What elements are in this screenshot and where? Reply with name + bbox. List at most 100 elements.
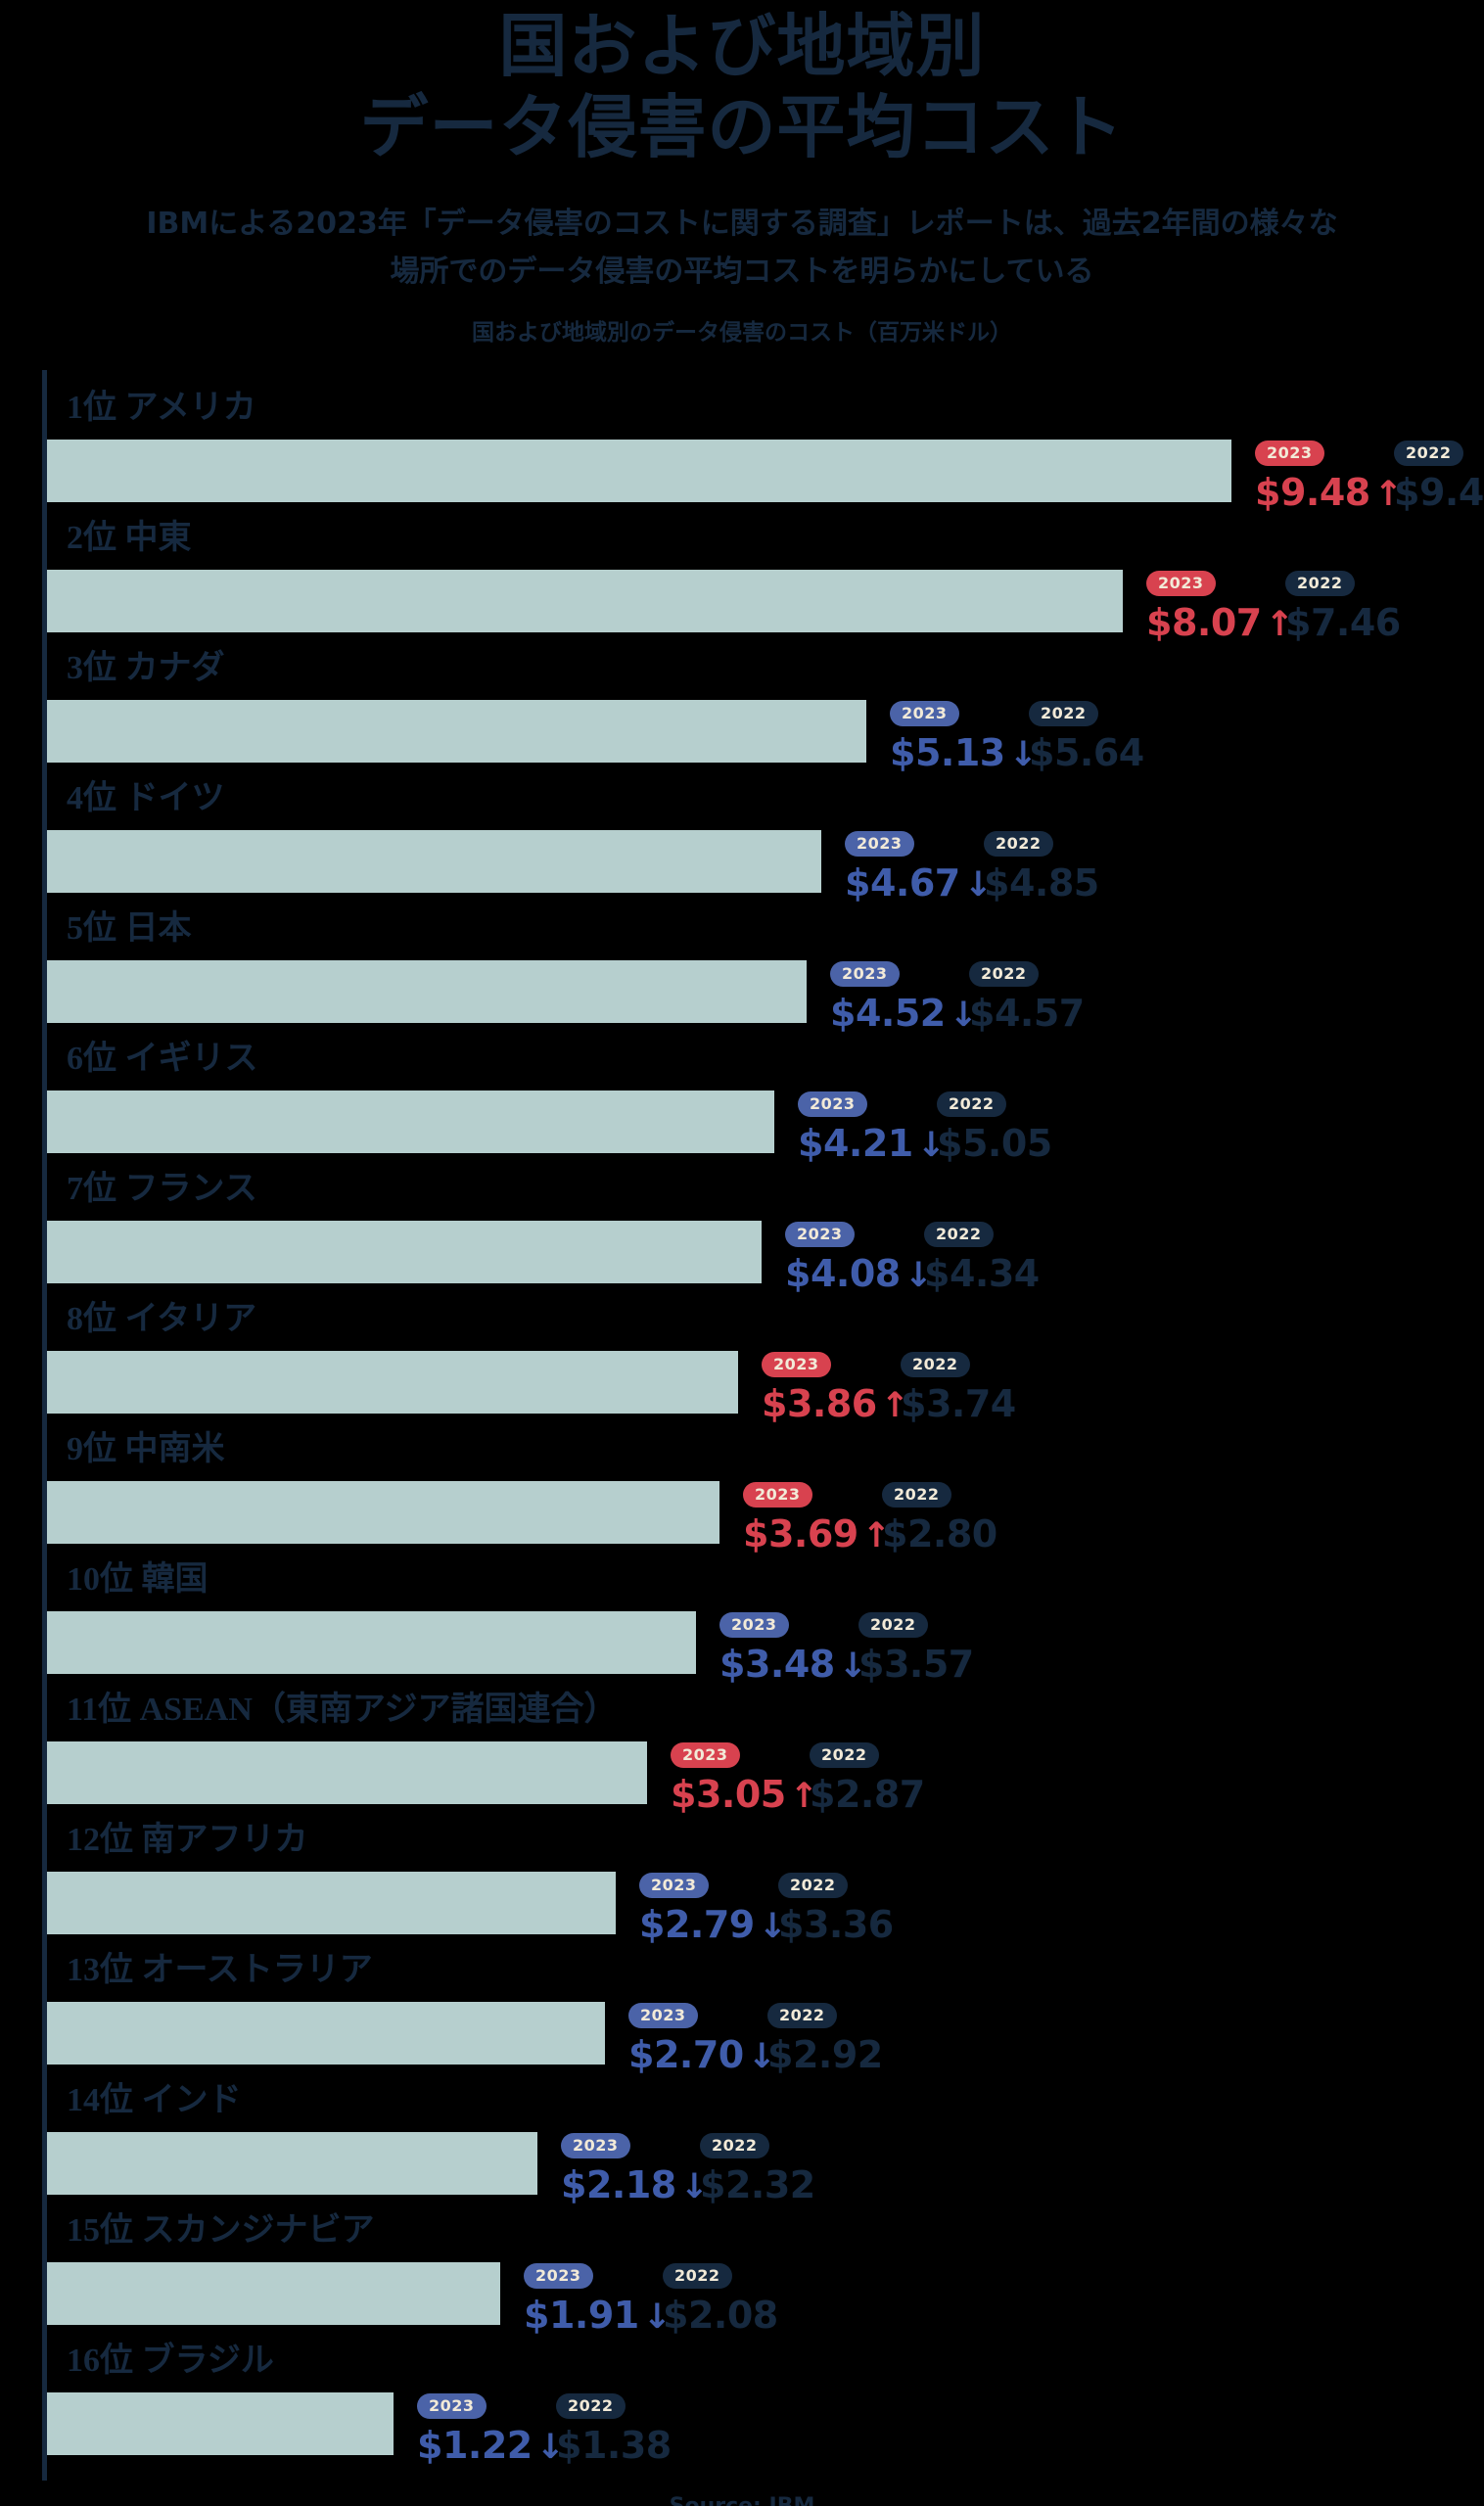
country-rank-label: 3位 カナダ — [67, 650, 225, 687]
bar-line: 2023 $4.67 ↓ 2022 $4.85 — [47, 830, 1484, 902]
trend-arrow-icon: ↓ — [949, 995, 978, 1035]
bar-line: 2023 $3.48 ↓ 2022 $3.57 — [47, 1611, 1484, 1683]
stat-col-2022: 2022 $9.44 — [1394, 441, 1484, 511]
cost-value-2023: $3.86 ↑ — [762, 1385, 909, 1423]
year-badge-2022: 2022 — [969, 961, 1039, 987]
stat-col-2023: 2023 $3.69 ↑ — [743, 1482, 891, 1553]
chart-caption: 国および地域別のデータ侵害のコスト（百万米ドル） — [472, 320, 1012, 347]
cost-value-2022: $2.32 — [700, 2162, 815, 2206]
value-stats: 2023 $3.69 ↑ 2022 $2.80 — [743, 1481, 997, 1553]
value-stats: 2023 $1.22 ↓ 2022 $1.38 — [417, 2392, 672, 2464]
country-rank-label: 8位 イタリア — [67, 1301, 257, 1338]
bar-line: 2023 $2.18 ↓ 2022 $2.32 — [47, 2132, 1484, 2204]
value-stats: 2023 $2.70 ↓ 2022 $2.92 — [628, 2002, 883, 2073]
cost-bar-2023 — [47, 700, 866, 764]
country-rank-label: 4位 ドイツ — [67, 780, 225, 817]
value-stats: 2023 $4.08 ↓ 2022 $4.34 — [785, 1221, 1040, 1292]
cost-value-2023: $3.05 ↑ — [671, 1776, 818, 1814]
year-badge-2022: 2022 — [778, 1873, 848, 1898]
cost-value-2022: $2.87 — [810, 1772, 925, 1816]
cost-value-2022: $4.34 — [924, 1251, 1040, 1295]
chart-row: 14位 インド 2023 $2.18 ↓ 2022 $2.32 — [47, 2065, 1484, 2204]
subtitle-line-1: IBMによる2023年「データ侵害のコストに関する調査」レポートは、過去2年間の… — [146, 207, 1338, 242]
chart-row: 9位 中南米 2023 $3.69 ↑ 2022 $2.80 — [47, 1414, 1484, 1553]
year-badge-2022: 2022 — [663, 2263, 732, 2289]
cost-bar-2023 — [47, 2392, 394, 2456]
cost-value-2022: $4.85 — [984, 860, 1099, 905]
cost-value-2023-text: $4.52 — [830, 991, 946, 1035]
stat-col-2022: 2022 $2.80 — [882, 1482, 997, 1553]
stat-col-2022: 2022 $5.05 — [937, 1091, 1052, 1162]
year-badge-2023: 2023 — [671, 1742, 740, 1768]
cost-value-2022: $2.92 — [767, 2032, 883, 2076]
chart-row: 7位 フランス 2023 $4.08 ↓ 2022 $4.34 — [47, 1153, 1484, 1292]
country-rank-label: 7位 フランス — [67, 1171, 257, 1208]
cost-bar-2023 — [47, 1481, 719, 1545]
cost-value-2023-text: $4.08 — [785, 1251, 901, 1295]
value-stats: 2023 $9.48↑ 2022 $9.44 — [1255, 440, 1484, 511]
stat-col-2023: 2023 $2.18 ↓ — [561, 2133, 709, 2204]
bar-chart: 1位 アメリカ 2023 $9.48↑ 2022 $9.44 2位 中東 202… — [42, 370, 1484, 2482]
bar-line: 2023 $3.86 ↑ 2022 $3.74 — [47, 1351, 1484, 1422]
stat-col-2022: 2022 $5.64 — [1029, 701, 1144, 771]
cost-bar-2023 — [47, 2132, 537, 2196]
chart-row: 3位 カナダ 2023 $5.13 ↓ 2022 $5.64 — [47, 632, 1484, 771]
cost-value-2022: $2.08 — [663, 2293, 778, 2337]
stat-col-2023: 2023 $3.05 ↑ — [671, 1742, 818, 1813]
country-rank-label: 14位 インド — [67, 2082, 242, 2119]
bar-line: 2023 $1.22 ↓ 2022 $1.38 — [47, 2392, 1484, 2464]
cost-bar-2023 — [47, 1741, 647, 1805]
cost-value-2023: $5.13 ↓ — [890, 734, 1038, 772]
cost-bar-2023 — [47, 1611, 696, 1675]
stat-col-2022: 2022 $4.57 — [969, 961, 1085, 1032]
trend-arrow-icon: ↑ — [1373, 474, 1403, 514]
cost-bar-2023 — [47, 570, 1123, 633]
country-rank-label: 13位 オーストラリア — [67, 1952, 373, 1989]
trend-arrow-icon: ↑ — [1265, 604, 1294, 644]
cost-bar-2023 — [47, 830, 821, 894]
title-line-2: データ侵害の平均コスト — [359, 86, 1125, 167]
bar-line: 2023 $9.48↑ 2022 $9.44 — [47, 440, 1484, 511]
stat-col-2023: 2023 $2.70 ↓ — [628, 2003, 776, 2073]
year-badge-2022: 2022 — [937, 1091, 1006, 1117]
stat-col-2023: 2023 $3.48 ↓ — [719, 1612, 867, 1683]
trend-arrow-icon: ↑ — [880, 1385, 909, 1425]
country-rank-label: 1位 アメリカ — [67, 390, 256, 427]
year-badge-2023: 2023 — [561, 2133, 630, 2158]
title-line-1: 国および地域別 — [498, 6, 986, 86]
year-badge-2023: 2023 — [798, 1091, 867, 1117]
cost-value-2023: $2.18 ↓ — [561, 2166, 709, 2204]
trend-arrow-icon: ↑ — [789, 1776, 818, 1816]
value-stats: 2023 $4.52 ↓ 2022 $4.57 — [830, 960, 1085, 1032]
bar-line: 2023 $3.69 ↑ 2022 $2.80 — [47, 1481, 1484, 1553]
trend-arrow-icon: ↓ — [838, 1646, 867, 1686]
country-rank-label: 12位 南アフリカ — [67, 1822, 308, 1859]
cost-bar-2023 — [47, 1221, 762, 1284]
trend-arrow-icon: ↓ — [904, 1255, 933, 1295]
country-rank-label: 2位 中東 — [67, 520, 192, 557]
chart-row: 5位 日本 2023 $4.52 ↓ 2022 $4.57 — [47, 893, 1484, 1032]
bar-line: 2023 $5.13 ↓ 2022 $5.64 — [47, 700, 1484, 771]
cost-value-2023-text: $2.18 — [561, 2162, 676, 2206]
chart-row: 6位 イギリス 2023 $4.21 ↓ 2022 $5.05 — [47, 1023, 1484, 1162]
trend-arrow-icon: ↓ — [916, 1125, 946, 1165]
chart-row: 15位 スカンジナビア 2023 $1.91 ↓ 2022 $2.08 — [47, 2195, 1484, 2334]
cost-value-2023: $1.91 ↓ — [524, 2297, 672, 2335]
year-badge-2022: 2022 — [556, 2393, 626, 2419]
stat-col-2023: 2023 $4.67 ↓ — [845, 831, 993, 902]
stat-col-2022: 2022 $3.36 — [778, 1873, 894, 1943]
cost-value-2023: $4.21 ↓ — [798, 1125, 946, 1163]
bar-line: 2023 $4.08 ↓ 2022 $4.34 — [47, 1221, 1484, 1292]
value-stats: 2023 $8.07 ↑ 2022 $7.46 — [1146, 570, 1401, 641]
stat-col-2022: 2022 $2.32 — [700, 2133, 815, 2204]
chart-row: 8位 イタリア 2023 $3.86 ↑ 2022 $3.74 — [47, 1283, 1484, 1422]
cost-value-2022: $3.74 — [901, 1381, 1016, 1425]
cost-value-2023-text: $1.22 — [417, 2423, 533, 2467]
stat-col-2023: 2023 $5.13 ↓ — [890, 701, 1038, 771]
cost-value-2023-text: $8.07 — [1146, 600, 1262, 644]
stat-col-2022: 2022 $2.87 — [810, 1742, 925, 1813]
year-badge-2022: 2022 — [1029, 701, 1098, 726]
chart-row: 12位 南アフリカ 2023 $2.79 ↓ 2022 $3.36 — [47, 1804, 1484, 1943]
year-badge-2023: 2023 — [639, 1873, 709, 1898]
cost-bar-2023 — [47, 2262, 500, 2326]
